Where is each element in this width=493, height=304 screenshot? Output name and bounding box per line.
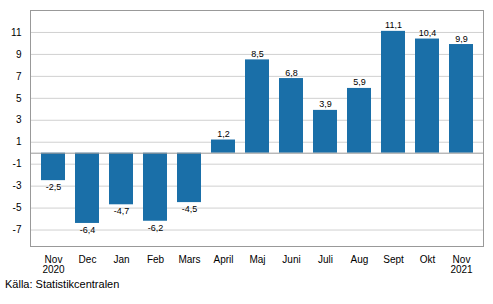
- svg-text:-4,5: -4,5: [182, 204, 198, 214]
- svg-text:11: 11: [11, 27, 22, 38]
- svg-text:Juni: Juni: [282, 254, 300, 265]
- svg-text:Juli: Juli: [318, 254, 333, 265]
- svg-text:-5: -5: [13, 202, 22, 213]
- svg-text:1: 1: [16, 136, 22, 147]
- svg-text:Dec: Dec: [79, 254, 97, 265]
- svg-text:Okt: Okt: [420, 254, 436, 265]
- svg-text:5: 5: [16, 93, 22, 104]
- svg-text:-6,2: -6,2: [148, 223, 164, 233]
- svg-text:3: 3: [16, 114, 22, 125]
- svg-text:Sept: Sept: [383, 254, 404, 265]
- html-text:Källa: Statistikcentralen: Källa: Statistikcentralen: [5, 278, 120, 290]
- svg-text:Aug: Aug: [351, 254, 369, 265]
- svg-text:Nov2020: Nov2020: [42, 254, 65, 275]
- svg-text:Mars: Mars: [178, 254, 200, 265]
- svg-text:-6,4: -6,4: [80, 225, 96, 235]
- svg-text:9: 9: [16, 49, 22, 60]
- svg-text:8,5: 8,5: [251, 49, 264, 59]
- svg-text:April: April: [213, 254, 233, 265]
- svg-text:6,8: 6,8: [285, 68, 298, 78]
- svg-text:10,4: 10,4: [419, 28, 437, 38]
- svg-text:-3: -3: [13, 180, 22, 191]
- svg-text:7: 7: [16, 71, 22, 82]
- svg-text:-1: -1: [13, 158, 22, 169]
- svg-text:-7: -7: [13, 224, 22, 235]
- svg-text:3,9: 3,9: [319, 99, 332, 109]
- svg-text:Jan: Jan: [113, 254, 129, 265]
- svg-text:1,2: 1,2: [217, 129, 230, 139]
- svg-text:Nov2021: Nov2021: [450, 254, 473, 275]
- svg-text:9,9: 9,9: [455, 34, 468, 44]
- svg-text:11,1: 11,1: [385, 20, 402, 30]
- svg-text:5,9: 5,9: [353, 77, 366, 87]
- svg-text:-2,5: -2,5: [46, 182, 62, 192]
- svg-text:Feb: Feb: [147, 254, 165, 265]
- svg-text:Maj: Maj: [249, 254, 265, 265]
- svg-text:-4,7: -4,7: [114, 206, 130, 216]
